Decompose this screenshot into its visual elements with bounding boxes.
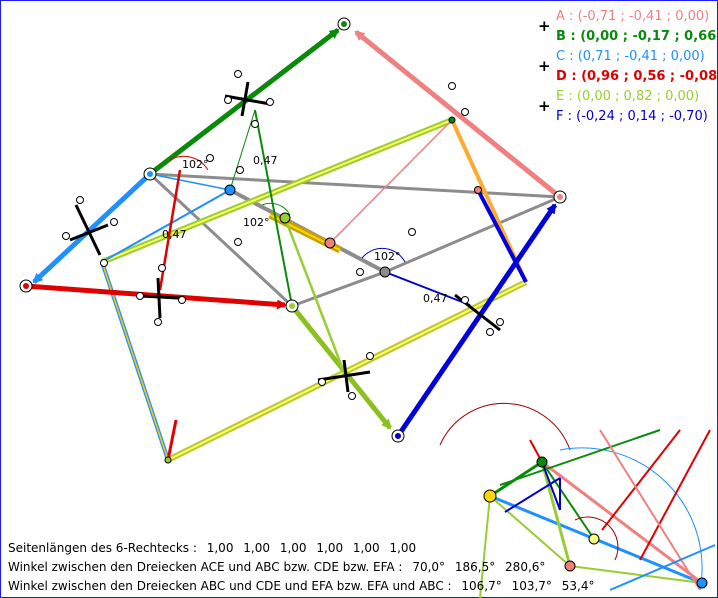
length-label-1: 0,47 (253, 154, 278, 167)
cross-handles[interactable] (69, 81, 501, 393)
plus-marker-1[interactable]: + (538, 17, 551, 35)
inset-diagram[interactable] (439, 402, 716, 598)
arrow-c-to-a (32, 172, 152, 284)
arrow-f-to-a (395, 203, 558, 438)
footer-side-lengths: Seitenlängen des 6-Rechtecks : 1,00 1,00… (8, 541, 422, 555)
angle-label-2: 102° (243, 216, 270, 229)
angle-label-3: 102° (374, 250, 401, 263)
coordinates-legend: + + + A : (-0,71 ; -0,41 ; 0,00) B : (0,… (538, 9, 718, 129)
footer-triangle-angles-2: Winkel zwischen den Dreiecken ABC und CD… (8, 579, 600, 593)
triangle-angles-label: Winkel zwischen den Dreiecken ACE und AB… (8, 560, 403, 574)
side-length-value: 1,00 (389, 541, 417, 555)
angle-value: 53,4° (561, 579, 595, 593)
footer-triangle-angles-1: Winkel zwischen den Dreiecken ACE und AB… (8, 560, 551, 574)
side-lengths-label: Seitenlängen des 6-Rechtecks : (8, 541, 197, 555)
length-label-3: 0,47 (423, 292, 448, 305)
point-a-coordinates: A : (-0,71 ; -0,41 ; 0,00) (556, 9, 710, 24)
arrow-a-to-b (354, 30, 562, 199)
plus-marker-2[interactable]: + (538, 57, 551, 75)
point-b-coordinates: B : (0,00 ; -0,17 ; 0,66) (556, 29, 718, 44)
side-length-value: 1,00 (279, 541, 307, 555)
handle-dots[interactable] (62, 70, 504, 400)
triangle-angles-label-2: Winkel zwischen den Dreiecken ABC und CD… (8, 579, 452, 593)
diagram-labels: 0,47 0,47 0,47 102° 102° 102° (162, 154, 448, 305)
yellow-bands (100, 117, 528, 463)
angle-value: 70,0° (412, 560, 446, 574)
main-arrows (25, 28, 562, 438)
point-d-coordinates: D : (0,96 ; 0,56 ; -0,08) (556, 69, 718, 84)
angle-label-1: 102° (182, 158, 209, 171)
angle-arcs (169, 155, 406, 263)
angle-value: 186,5° (454, 560, 496, 574)
side-length-value: 1,00 (243, 541, 270, 555)
side-lines (100, 119, 528, 461)
side-length-value: 1,00 (316, 541, 344, 555)
main-points[interactable] (19, 17, 567, 464)
point-c-coordinates: C : (0,71 ; -0,41 ; 0,00) (556, 49, 705, 64)
angle-value: 106,7° (461, 579, 502, 593)
angle-value: 280,6° (505, 560, 546, 574)
plus-marker-3[interactable]: + (538, 97, 551, 115)
point-e-coordinates: E : (0,00 ; 0,82 ; 0,00) (556, 89, 700, 104)
side-length-value: 1,00 (352, 541, 380, 555)
length-label-2: 0,47 (162, 228, 187, 241)
side-length-value: 1,00 (206, 541, 234, 555)
point-f-coordinates: F : (-0,24 ; 0,14 ; -0,70) (556, 109, 708, 124)
angle-value: 103,7° (511, 579, 552, 593)
